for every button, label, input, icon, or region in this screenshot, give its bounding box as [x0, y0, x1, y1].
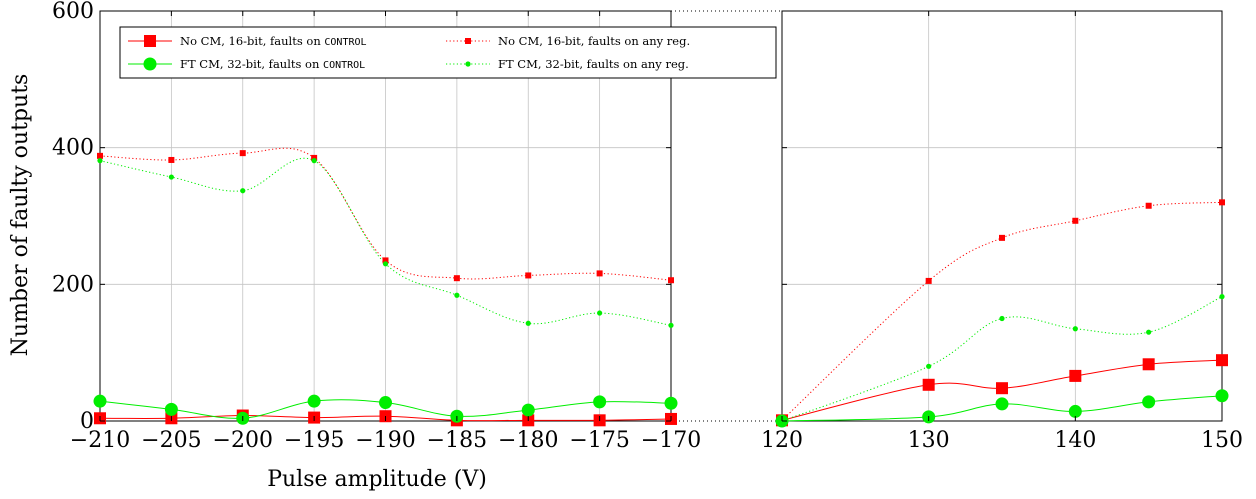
- data-point-ftcm_control: [664, 396, 678, 410]
- data-point-nocm_any: [453, 275, 460, 282]
- legend-label-ftcm_control: FT CM, 32-bit, faults on CONTROL: [180, 57, 365, 71]
- series-line-ftcm_any: [781, 296, 1223, 422]
- x-tick-label: −205: [141, 428, 201, 453]
- data-point-ftcm_control: [164, 402, 178, 416]
- data-point-ftcm_control: [593, 395, 607, 409]
- data-point-ftcm_control: [1215, 389, 1229, 403]
- data-point-nocm_any: [239, 150, 246, 157]
- x-tick-label: −170: [641, 428, 701, 453]
- data-point-ftcm_any: [97, 158, 103, 164]
- data-point-ftcm_any: [1072, 326, 1078, 332]
- legend-marker-ftcm_control: [143, 57, 157, 71]
- legend: No CM, 16-bit, faults on CONTROL No CM, 1…: [119, 26, 777, 79]
- data-point-ftcm_control: [1142, 395, 1156, 409]
- x-tick-label: −195: [284, 428, 344, 453]
- data-point-nocm_any: [1072, 217, 1079, 224]
- data-point-ftcm_control: [995, 397, 1009, 411]
- data-point-ftcm_control: [93, 394, 107, 408]
- data-point-ftcm_any: [311, 158, 317, 164]
- data-point-ftcm_any: [1219, 294, 1225, 300]
- y-tick-label: 200: [52, 272, 94, 297]
- data-point-ftcm_any: [597, 310, 603, 316]
- data-point-nocm_any: [525, 272, 532, 279]
- y-tick-label: 400: [52, 136, 94, 161]
- axis-break: [671, 10, 782, 422]
- legend-label-mono: CONTROL: [323, 60, 365, 71]
- x-tick-label: −200: [213, 428, 273, 453]
- data-point-nocm_any: [596, 270, 603, 277]
- data-point-nocm_any: [999, 234, 1005, 241]
- data-point-nocm_any: [1145, 202, 1152, 209]
- data-point-ftcm_any: [240, 188, 246, 194]
- data-point-nocm_any: [97, 152, 103, 159]
- legend-marker-ftcm_any: [465, 61, 471, 67]
- data-point-ftcm_control: [521, 403, 535, 417]
- data-point-ftcm_any: [668, 322, 674, 328]
- data-point-ftcm_any: [999, 315, 1005, 322]
- data-point-ftcm_control: [307, 394, 321, 408]
- data-point-nocm_any: [1219, 199, 1225, 206]
- data-point-nocm_control: [1216, 354, 1228, 367]
- x-tick-label: 140: [1054, 428, 1096, 453]
- data-point-ftcm_any: [382, 261, 389, 267]
- legend-label-text: No CM, 16-bit, faults on any reg.: [498, 34, 690, 48]
- data-point-ftcm_any: [168, 174, 174, 180]
- y-tick-label: 600: [52, 0, 94, 24]
- plot-frame-right: [781, 10, 1223, 422]
- data-point-nocm_any: [668, 277, 674, 284]
- data-point-nocm_any: [925, 277, 932, 284]
- legend-label-text: FT CM, 32-bit, faults on: [180, 57, 323, 71]
- x-tick-label: −185: [427, 428, 487, 453]
- data-point-ftcm_any: [926, 363, 932, 369]
- legend-label-ftcm_any: FT CM, 32-bit, faults on any reg.: [498, 57, 689, 71]
- legend-marker-nocm_control: [144, 35, 156, 47]
- legend-box: [119, 26, 777, 79]
- data-point-nocm_any: [168, 156, 175, 163]
- legend-label-text: No CM, 16-bit, faults on: [180, 34, 324, 48]
- x-tick-label: −190: [355, 428, 415, 453]
- data-point-nocm_any: [382, 257, 389, 264]
- x-axis-label: Pulse amplitude (V): [267, 467, 487, 492]
- x-tick-label: 120: [761, 428, 803, 453]
- data-point-ftcm_any: [454, 292, 460, 298]
- x-tick-label: −180: [498, 428, 558, 453]
- x-tick-label: −210: [70, 428, 130, 453]
- y-axis-label: Number of faulty outputs: [8, 74, 33, 357]
- series-layer: [93, 147, 1229, 428]
- data-point-nocm_control: [1069, 369, 1082, 382]
- data-point-nocm_control: [922, 378, 935, 391]
- data-point-nocm_any: [311, 154, 318, 161]
- y-tick-label: 0: [80, 409, 94, 434]
- legend-label-mono: CONTROL: [324, 37, 366, 48]
- data-point-nocm_control: [1142, 358, 1155, 371]
- legend-marker-nocm_any: [465, 38, 471, 44]
- x-tick-label: −175: [569, 428, 629, 453]
- data-point-ftcm_control: [1068, 404, 1082, 418]
- x-tick-label: 130: [908, 428, 950, 453]
- data-point-nocm_control: [996, 382, 1008, 395]
- data-point-ftcm_control: [379, 396, 392, 410]
- data-point-ftcm_any: [1146, 329, 1152, 335]
- data-point-ftcm_any: [525, 320, 531, 326]
- legend-label-text: FT CM, 32-bit, faults on any reg.: [498, 57, 689, 71]
- x-tick-label: 150: [1201, 428, 1243, 453]
- tick-labels: −210 −205 −200 −195 −190 −185 −180 −175 −170 0 200…: [52, 0, 1243, 453]
- legend-label-nocm_control: No CM, 16-bit, faults on CONTROL: [180, 34, 367, 48]
- legend-label-nocm_any: No CM, 16-bit, faults on any reg.: [498, 34, 690, 48]
